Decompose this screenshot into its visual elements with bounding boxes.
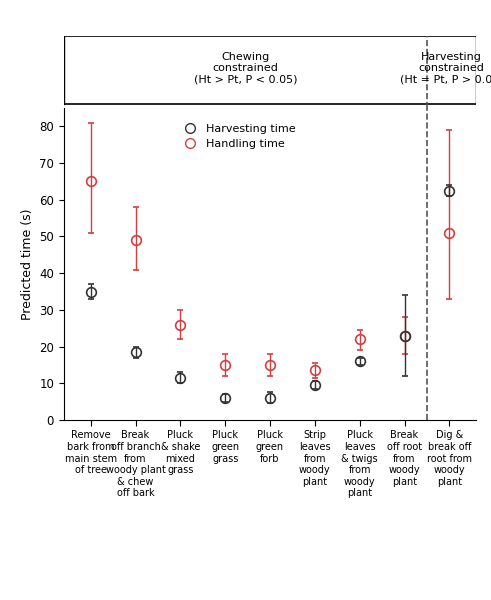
Y-axis label: Predicted time (s): Predicted time (s)	[21, 208, 34, 320]
Text: Chewing
constrained
(Ht > Pt, P < 0.05): Chewing constrained (Ht > Pt, P < 0.05)	[193, 52, 297, 85]
Legend: Harvesting time, Handling time: Harvesting time, Handling time	[174, 120, 300, 153]
Text: Harvesting
constrained
(Ht = Pt, P > 0.05): Harvesting constrained (Ht = Pt, P > 0.0…	[400, 52, 491, 85]
